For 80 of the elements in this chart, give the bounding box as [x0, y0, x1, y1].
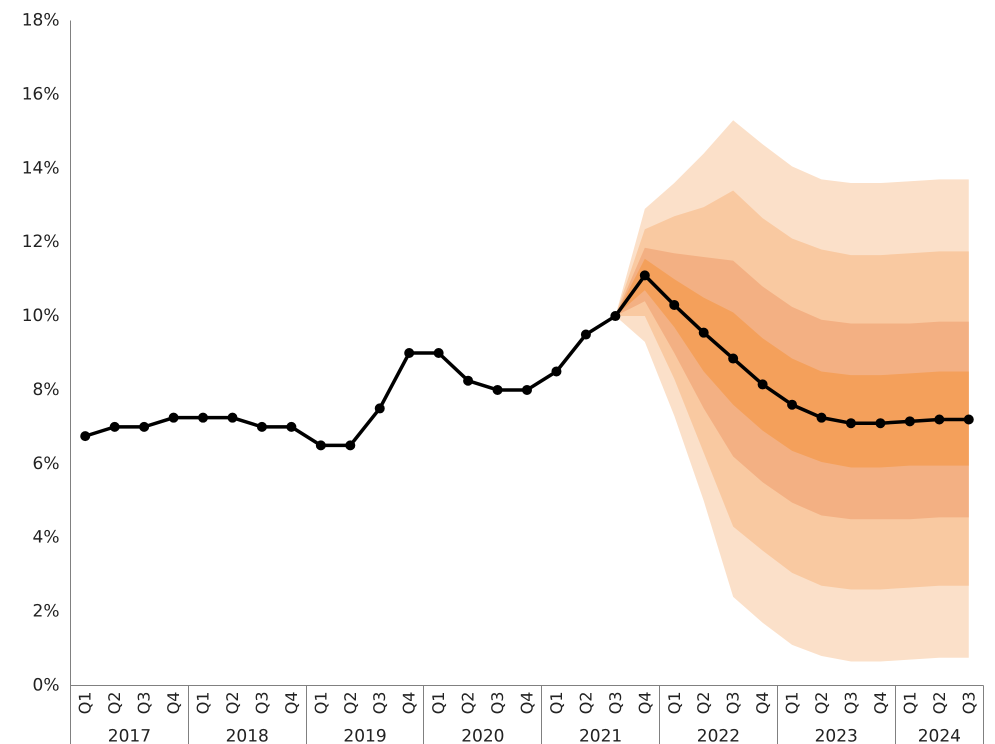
- point: [492, 384, 503, 395]
- point: [904, 416, 915, 426]
- x-tick-label: Q1: [311, 691, 330, 714]
- point: [463, 376, 474, 386]
- point: [964, 414, 974, 424]
- y-tick-label: 16%: [22, 84, 60, 104]
- x-tick-label: Q3: [724, 691, 743, 714]
- x-tick-label: Q1: [76, 691, 95, 714]
- point: [698, 328, 709, 338]
- y-tick-label: 8%: [32, 380, 60, 400]
- point: [934, 414, 944, 424]
- text: 2022: [696, 726, 740, 744]
- point: [256, 422, 267, 432]
- x-tick-label: Q3: [841, 691, 860, 714]
- y-tick-label: 6%: [32, 454, 60, 474]
- point: [875, 418, 886, 428]
- point: [580, 330, 591, 340]
- point: [610, 311, 620, 322]
- text: 2017: [108, 726, 152, 744]
- point: [110, 422, 120, 432]
- point: [404, 348, 414, 358]
- point: [728, 354, 738, 364]
- y-tick-label: 10%: [22, 306, 60, 326]
- x-tick-label: Q4: [164, 691, 184, 714]
- x-tick-label: Q4: [518, 691, 536, 714]
- text: 2021: [578, 726, 622, 744]
- x-tick-label: Q3: [959, 691, 978, 714]
- point: [816, 412, 827, 423]
- point: [139, 422, 150, 432]
- point: [345, 440, 356, 450]
- x-tick-label: Q2: [340, 691, 360, 714]
- text: 2018: [226, 726, 269, 744]
- x-tick-label: Q4: [635, 691, 654, 714]
- x-tick-label: Q3: [370, 691, 390, 714]
- x-tick-label: Q4: [753, 691, 772, 714]
- x-tick-label: Q3: [134, 691, 154, 714]
- x-tick-label: Q1: [546, 691, 566, 714]
- point: [198, 412, 208, 423]
- x-tick-label: Q2: [105, 691, 124, 714]
- x-tick-label: Q1: [782, 691, 802, 714]
- x-tick-label: Q2: [694, 691, 714, 714]
- point: [758, 379, 768, 390]
- x-tick-label: Q1: [429, 691, 448, 714]
- y-tick-label: 12%: [22, 232, 60, 252]
- x-tick-label: Q4: [870, 691, 890, 714]
- point: [846, 418, 856, 428]
- text: 2023: [814, 726, 858, 744]
- point: [168, 412, 179, 423]
- point: [640, 270, 650, 280]
- text: 2019: [343, 726, 387, 744]
- x-tick-label: Q1: [900, 691, 920, 714]
- x-tick-label: Q2: [222, 691, 242, 714]
- x-tick-label: Q4: [282, 691, 301, 714]
- point: [286, 422, 296, 432]
- x-tick-label: Q1: [194, 691, 213, 714]
- point: [669, 300, 680, 310]
- x-tick-label: Q1: [664, 691, 684, 714]
- x-tick-label: Q3: [488, 691, 508, 714]
- x-tick-label: Q3: [252, 691, 272, 714]
- x-tick-label: Q4: [400, 691, 419, 714]
- point: [316, 440, 326, 450]
- point: [787, 400, 798, 410]
- y-tick-label: 0%: [32, 676, 60, 696]
- y-tick-label: 18%: [22, 10, 60, 30]
- point: [80, 431, 90, 442]
- x-tick-label: Q2: [458, 691, 478, 714]
- point: [227, 412, 238, 423]
- x-tick-label: Q3: [606, 691, 625, 714]
- x-tick-label: Q2: [576, 691, 596, 714]
- y-tick-label: 2%: [32, 602, 60, 622]
- text: 2024: [918, 726, 961, 744]
- x-tick-label: Q2: [812, 691, 832, 714]
- x-tick-label: Q2: [930, 691, 949, 714]
- point: [522, 384, 532, 395]
- y-tick-label: 14%: [22, 158, 60, 178]
- point: [434, 348, 444, 358]
- point: [374, 403, 385, 414]
- point: [551, 366, 562, 376]
- text: 2020: [461, 726, 504, 744]
- y-tick-label: 4%: [32, 528, 60, 548]
